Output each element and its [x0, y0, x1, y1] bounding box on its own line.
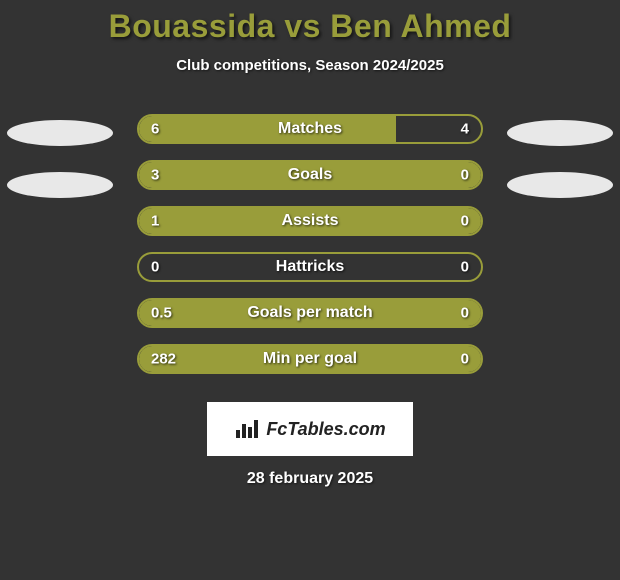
stats-area: 64Matches30Goals10Assists00Hattricks0.50…: [0, 114, 620, 394]
value-right: 0: [461, 167, 469, 184]
value-right: 0: [461, 351, 469, 368]
stat-label: Matches: [278, 120, 342, 138]
value-right: 0: [461, 305, 469, 322]
placeholder-oval: [7, 172, 113, 198]
stat-row: 0 0 Hattricks: [137, 252, 483, 282]
player-image-right: [500, 114, 620, 274]
placeholder-oval: [507, 120, 613, 146]
value-right: 4: [461, 121, 469, 138]
value-right: 0: [461, 259, 469, 276]
value-left: 282: [151, 351, 176, 368]
stat-row: 0.5 0 Goals per match: [137, 298, 483, 328]
placeholder-oval: [7, 120, 113, 146]
date-label: 28 february 2025: [0, 470, 620, 488]
value-left: 6: [151, 121, 159, 138]
stat-label: Min per goal: [263, 350, 357, 368]
value-left: 1: [151, 213, 159, 230]
infographic-container: Bouassida vs Ben Ahmed Club competitions…: [0, 0, 620, 488]
value-left: 0.5: [151, 305, 172, 322]
stat-row: 1 0 Assists: [137, 206, 483, 236]
stat-row: 6 4 Matches: [137, 114, 483, 144]
stat-label: Assists: [282, 212, 339, 230]
player-image-left: [0, 114, 120, 274]
comparison-bars: 64Matches30Goals10Assists00Hattricks0.50…: [137, 114, 483, 374]
stat-row: 3 0 Goals: [137, 160, 483, 190]
logo-text: FcTables.com: [266, 419, 385, 440]
stat-row: 282 0 Min per goal: [137, 344, 483, 374]
bar-left: [139, 208, 396, 234]
bars-icon: [234, 418, 260, 440]
stat-label: Hattricks: [276, 258, 344, 276]
logo-box: FcTables.com: [207, 402, 413, 456]
bar-left: [139, 162, 396, 188]
value-left: 0: [151, 259, 159, 276]
placeholder-oval: [507, 172, 613, 198]
value-left: 3: [151, 167, 159, 184]
subtitle: Club competitions, Season 2024/2025: [0, 57, 620, 74]
stat-label: Goals per match: [247, 304, 372, 322]
page-title: Bouassida vs Ben Ahmed: [0, 8, 620, 45]
stat-label: Goals: [288, 166, 332, 184]
logo: FcTables.com: [234, 418, 385, 440]
value-right: 0: [461, 213, 469, 230]
bar-left: [139, 116, 396, 142]
